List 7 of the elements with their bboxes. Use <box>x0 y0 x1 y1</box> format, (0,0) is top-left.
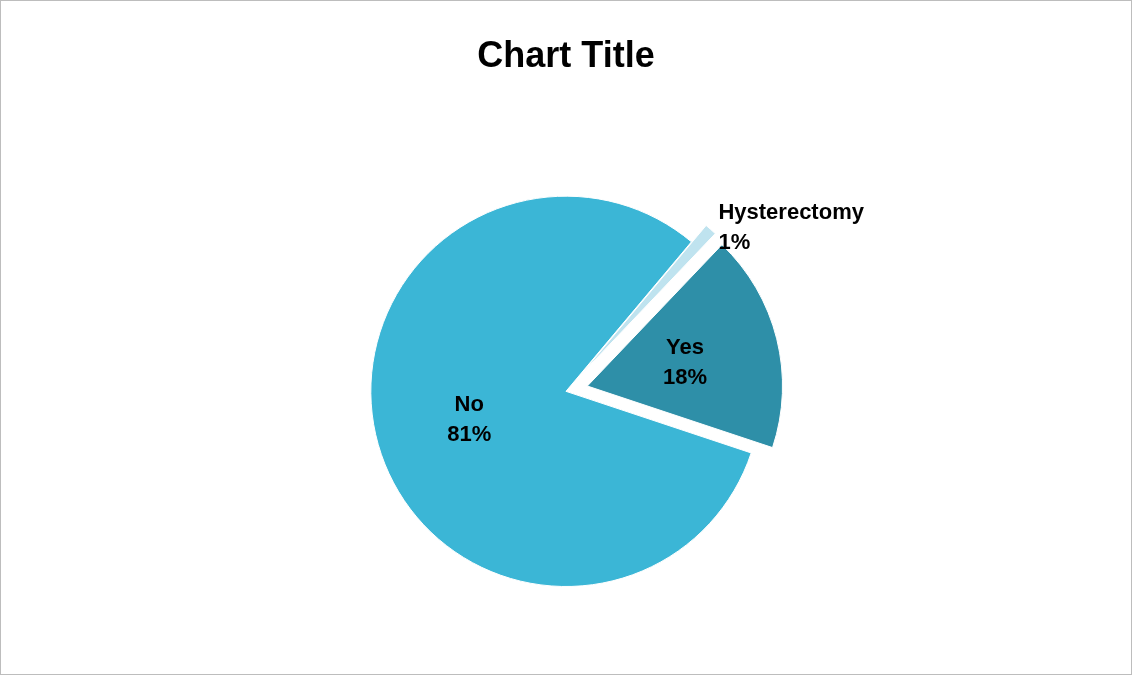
slice-label: Hysterectomy <box>718 198 865 224</box>
slice-label: Yes <box>665 334 704 360</box>
data-label: 81% <box>447 421 492 447</box>
chart-title: Chart Title <box>477 33 655 75</box>
data-label: 18% <box>662 364 707 390</box>
slice-label: No <box>454 391 484 417</box>
data-label: 1% <box>718 228 751 254</box>
